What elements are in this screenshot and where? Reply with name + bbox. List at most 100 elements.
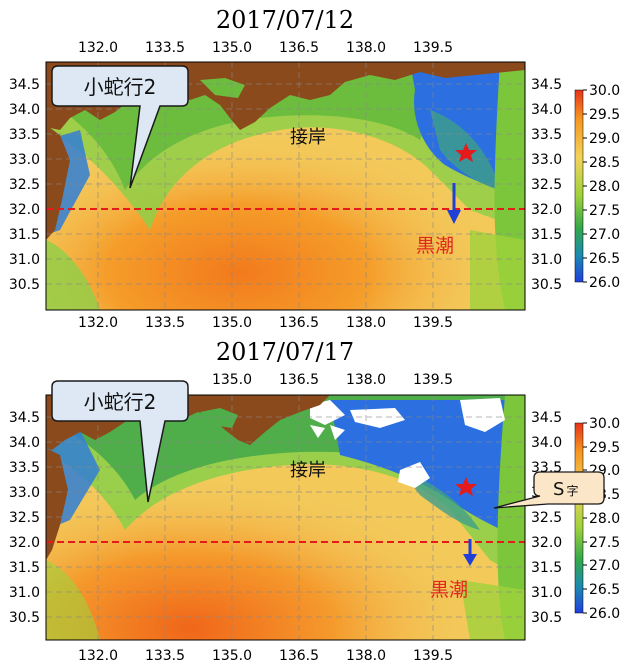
callout-label: 小蛇行2	[84, 390, 157, 414]
colorbar-tick: 29.5	[589, 440, 620, 456]
y-tick: 30.5	[9, 610, 40, 626]
x-tick: 136.5	[279, 40, 319, 56]
colorbar-tick: 30.0	[589, 416, 620, 432]
y-tick: 34.0	[531, 435, 562, 451]
y-tick: 32.5	[9, 510, 40, 526]
x-tick: 139.5	[413, 372, 453, 388]
coast-label: 接岸	[290, 460, 326, 481]
panel-2-title: 2017/07/17	[216, 338, 354, 366]
y-tick: 34.5	[531, 410, 562, 426]
colorbar-tick: 26.0	[589, 275, 620, 291]
y-tick: 34.0	[9, 102, 40, 118]
current-label: 黒潮	[430, 579, 468, 601]
colorbar-tick: 26.5	[589, 251, 620, 267]
y-tick: 32.5	[531, 510, 562, 526]
y-tick: 32.5	[9, 177, 40, 193]
colorbar-tick: 28.0	[589, 511, 620, 527]
y-tick: 33.0	[9, 152, 40, 168]
panel-1-callout: 小蛇行2	[51, 65, 189, 189]
y-tick: 33.5	[531, 127, 562, 143]
x-tick: 135.0	[212, 40, 252, 56]
y-tick: 31.5	[531, 560, 562, 576]
panel-2-colorbar: 30.0 29.5 29.0 28.5 28.0 27.5 27.0 26.5 …	[574, 416, 620, 622]
y-tick: 34.5	[9, 410, 40, 426]
panel-1-x-ticks: 132.0 133.5 135.0 136.5 138.0 139.5	[78, 40, 453, 56]
y-tick: 31.5	[531, 227, 562, 243]
panel-2-x-ticks: 135.0 136.5 138.0 139.5	[212, 372, 453, 388]
panel-2-y-ticks-left: 34.5 34.0 33.5 33.0 32.5 32.0 31.5 31.0 …	[9, 410, 40, 626]
colorbar-tick: 28.5	[589, 155, 620, 171]
y-tick: 31.0	[531, 252, 562, 268]
x-tick: 138.0	[346, 315, 386, 331]
colorbar-tick: 27.0	[589, 558, 620, 574]
panel-2-y-ticks-right: 34.5 34.0 33.5 33.0 32.5 32.0 31.5 31.0 …	[531, 410, 562, 626]
panel-1: 2017/07/12	[9, 6, 620, 331]
y-tick: 30.5	[9, 277, 40, 293]
panel-2: 2017/07/17	[9, 338, 620, 664]
x-tick: 135.0	[212, 372, 252, 388]
current-arrow-icon	[447, 183, 461, 224]
y-tick: 33.0	[531, 152, 562, 168]
x-tick: 139.5	[413, 40, 453, 56]
x-tick: 132.0	[78, 40, 118, 56]
x-tick: 135.0	[212, 648, 252, 664]
y-tick: 32.0	[531, 535, 562, 551]
y-tick: 32.0	[531, 202, 562, 218]
colorbar-tick: 26.5	[589, 582, 620, 598]
y-tick: 31.0	[9, 252, 40, 268]
y-tick: 33.5	[9, 460, 40, 476]
x-tick: 138.0	[346, 372, 386, 388]
colorbar-tick: 27.5	[589, 203, 620, 219]
y-tick: 34.0	[9, 435, 40, 451]
x-tick: 135.0	[212, 315, 252, 331]
y-tick: 32.0	[9, 535, 40, 551]
x-tick: 139.5	[413, 648, 453, 664]
x-tick: 132.0	[78, 315, 118, 331]
panel-1-colorbar: 30.0 29.5 29.0 28.5 28.0 27.5 27.0 26.5 …	[574, 83, 620, 291]
x-tick: 136.5	[279, 372, 319, 388]
colorbar-tick: 28.0	[589, 179, 620, 195]
y-tick: 32.0	[9, 202, 40, 218]
panel-1-y-ticks-left: 34.5 34.0 33.5 33.0 32.5 32.0 31.5 31.0 …	[9, 77, 40, 293]
panel-2-callout: 小蛇行2	[51, 380, 189, 503]
colorbar-tick: 26.0	[589, 606, 620, 622]
callout-label: 小蛇行2	[84, 75, 157, 99]
x-tick: 138.0	[346, 648, 386, 664]
x-tick: 136.5	[279, 315, 319, 331]
panel-1-x-ticks-bottom: 132.0 133.5 135.0 136.5 138.0 139.5	[78, 315, 453, 331]
x-tick: 132.0	[78, 648, 118, 664]
x-tick: 133.5	[145, 40, 185, 56]
x-tick: 138.0	[346, 40, 386, 56]
y-tick: 34.0	[531, 102, 562, 118]
coast-label: 接岸	[290, 127, 326, 148]
x-tick: 136.5	[279, 648, 319, 664]
station-star-icon	[455, 477, 477, 496]
colorbar-tick: 27.0	[589, 227, 620, 243]
colorbar-tick: 27.5	[589, 535, 620, 551]
colorbar-tick: 29.5	[589, 107, 620, 123]
panel-1-y-ticks-right: 34.5 34.0 33.5 33.0 32.5 32.0 31.5 31.0 …	[531, 77, 562, 293]
current-arrow-icon	[463, 539, 477, 566]
y-tick: 34.5	[531, 77, 562, 93]
current-label: 黒潮	[416, 235, 454, 257]
x-tick: 133.5	[145, 315, 185, 331]
colorbar-tick: 30.0	[589, 83, 620, 99]
y-tick: 31.0	[531, 585, 562, 601]
colorbar-tick: 29.0	[589, 131, 620, 147]
panel-2-sst-map	[46, 395, 525, 640]
y-tick: 31.5	[9, 560, 40, 576]
x-tick: 133.5	[145, 648, 185, 664]
panel-2-x-ticks-bottom: 132.0 133.5 135.0 136.5 138.0 139.5	[78, 648, 453, 664]
y-tick: 31.5	[9, 227, 40, 243]
y-tick: 32.5	[531, 177, 562, 193]
y-tick: 33.0	[9, 485, 40, 501]
y-tick: 30.5	[531, 610, 562, 626]
y-tick: 30.5	[531, 277, 562, 293]
station-star-icon	[455, 143, 477, 162]
y-tick: 34.5	[9, 77, 40, 93]
x-tick: 139.5	[413, 315, 453, 331]
y-tick: 31.0	[9, 585, 40, 601]
